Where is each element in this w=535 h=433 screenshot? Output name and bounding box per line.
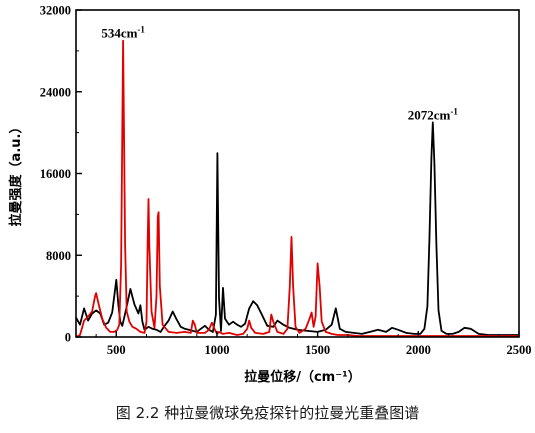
y-tick-label: 16000 [40,167,71,181]
x-tick-label: 2000 [406,343,431,357]
x-tick-label: 500 [107,343,126,357]
peak-annotation-value: 2072cm [408,107,451,122]
peak-annotation-exponent: -1 [450,106,458,116]
x-tick-label: 2500 [507,343,532,357]
y-tick-label: 32000 [40,4,71,18]
x-tick-label: 1000 [204,343,229,357]
plot-frame [75,9,520,338]
figure-caption: 图 2.2 种拉曼微球免疫探针的拉曼光重叠图谱 [115,404,420,422]
series-line-2 [76,39,519,337]
peak-annotation: 534cm-1 [101,25,145,41]
series-line-1 [76,121,519,336]
x-tick-label: 1500 [305,343,330,357]
y-axis-title: 拉曼强度（a.u.） [8,121,24,227]
peak-annotation-exponent: -1 [137,25,145,35]
y-tick-label: 0 [65,331,71,345]
y-tick-label: 8000 [46,249,71,263]
peak-annotation: 2072cm-1 [408,106,459,122]
y-tick-label: 24000 [40,85,71,99]
x-axis-title: 拉曼位移/（cm⁻¹） [244,369,361,385]
peak-annotation-value: 534cm [101,26,137,41]
